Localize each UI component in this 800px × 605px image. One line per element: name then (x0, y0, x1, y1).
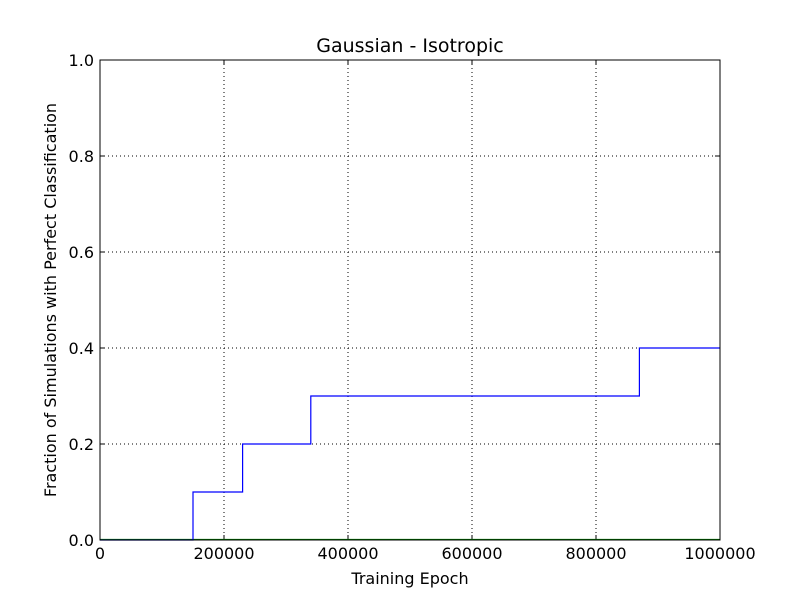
y-tick-label: 0.0 (69, 531, 94, 550)
x-tick-label: 600000 (441, 544, 502, 563)
tick-labels: 0 200000 400000 600000 800000 1000000 0.0 0.2 0.… (69, 51, 756, 563)
chart-title: Gaussian - Isotropic (316, 35, 504, 57)
x-axis-label: Training Epoch (350, 569, 468, 588)
series-line (100, 347, 720, 541)
y-tick-label: 0.6 (69, 243, 94, 262)
x-tick-label: 0 (95, 544, 105, 563)
y-tick-label: 1.0 (69, 51, 94, 70)
x-tick-label: 800000 (565, 544, 626, 563)
y-axis-label: Fraction of Simulations with Perfect Cla… (41, 103, 60, 497)
y-tick-label: 0.8 (69, 147, 94, 166)
x-tick-label: 200000 (193, 544, 254, 563)
y-tick-label: 0.2 (69, 435, 94, 454)
grid-lines (100, 60, 720, 540)
x-tick-label: 400000 (317, 544, 378, 563)
y-tick-label: 0.4 (69, 339, 94, 358)
x-tick-label: 1000000 (684, 544, 755, 563)
plot-frame (99, 59, 721, 541)
